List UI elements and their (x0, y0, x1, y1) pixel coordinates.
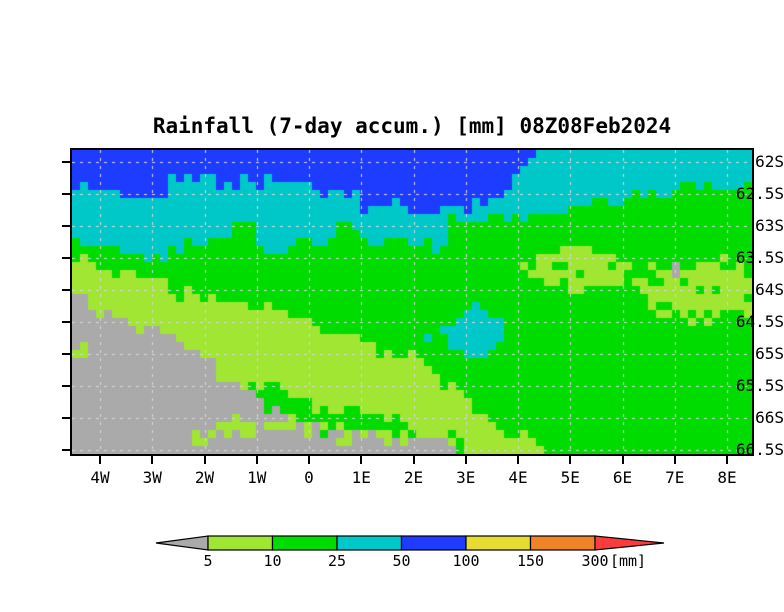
y-tick-mark (62, 449, 70, 451)
x-tick-mark (726, 456, 728, 464)
x-tick-label: 7E (665, 468, 685, 487)
x-tick-mark (255, 456, 258, 464)
colorbar-segment (271, 535, 338, 551)
x-tick-label: 8E (717, 468, 737, 487)
page-title: Rainfall (7-day accum.) [mm] 08Z08Feb202… (152, 114, 672, 138)
x-tick-label: 2W (194, 468, 215, 487)
y-tick-label: 63S (755, 216, 784, 235)
y-tick-mark (62, 289, 70, 291)
colorbar-above-arrow (594, 535, 665, 551)
x-tick-label: 3W (142, 468, 162, 487)
colorbar-segment (529, 535, 596, 551)
colorbar-segment (336, 535, 403, 551)
y-tick-label: 65S (755, 344, 784, 363)
y-tick-label: 64.5S (735, 312, 784, 331)
colorbar: 5 10 25 50 100 150 300 [mm] (155, 535, 665, 570)
colorbar-unit-label: [mm] (610, 552, 646, 570)
rainfall-raster-canvas (72, 150, 752, 454)
colorbar-threshold-label: 100 (452, 552, 479, 570)
colorbar-threshold-label: 50 (392, 552, 410, 570)
x-tick-label: 2E (403, 468, 424, 487)
x-tick-mark (673, 456, 676, 464)
x-tick-mark (151, 456, 154, 464)
y-tick-mark (62, 417, 70, 419)
y-tick-mark (62, 257, 70, 259)
y-tick-mark (62, 353, 70, 355)
colorbar-segment (465, 535, 532, 551)
map-frame (70, 148, 754, 456)
x-tick-label: 1W (247, 468, 267, 487)
x-tick-label: 1E (351, 468, 371, 487)
y-tick-label: 62.5S (735, 184, 784, 203)
colorbar-threshold-label: 300 (581, 552, 608, 570)
x-tick-mark (517, 456, 519, 464)
x-tick-mark (99, 456, 101, 464)
y-tick-label: 62S (755, 152, 784, 171)
y-tick-label: 66.5S (735, 440, 784, 459)
y-tick-mark (62, 193, 70, 195)
y-tick-label: 66S (755, 408, 784, 427)
colorbar-segment (207, 535, 274, 551)
y-tick-label: 64S (755, 280, 784, 299)
x-tick-mark (203, 456, 206, 464)
colorbar-threshold-label: 150 (517, 552, 544, 570)
y-tick-mark (62, 321, 70, 323)
colorbar-segment (400, 535, 467, 551)
y-tick-label: 63.5S (735, 248, 784, 267)
colorbar-threshold-label: 10 (263, 552, 281, 570)
x-tick-mark (412, 456, 415, 464)
x-tick-label: 4E (508, 468, 528, 487)
x-tick-mark (569, 456, 572, 464)
x-tick-label: 0 (304, 468, 314, 487)
y-tick-mark (62, 161, 70, 163)
x-tick-label: 5E (560, 468, 580, 487)
x-tick-label: 3E (456, 468, 476, 487)
colorbar-below-arrow (155, 535, 209, 551)
x-tick-label: 6E (612, 468, 633, 487)
colorbar-threshold-label: 25 (328, 552, 346, 570)
x-tick-mark (621, 456, 624, 464)
x-tick-mark (360, 456, 363, 464)
colorbar-threshold-label: 5 (203, 552, 212, 570)
y-tick-mark (62, 385, 70, 387)
x-tick-mark (308, 456, 310, 464)
y-tick-mark (62, 225, 70, 227)
y-tick-label: 65.5S (735, 376, 784, 395)
x-tick-label: 4W (90, 468, 110, 487)
x-tick-mark (464, 456, 467, 464)
